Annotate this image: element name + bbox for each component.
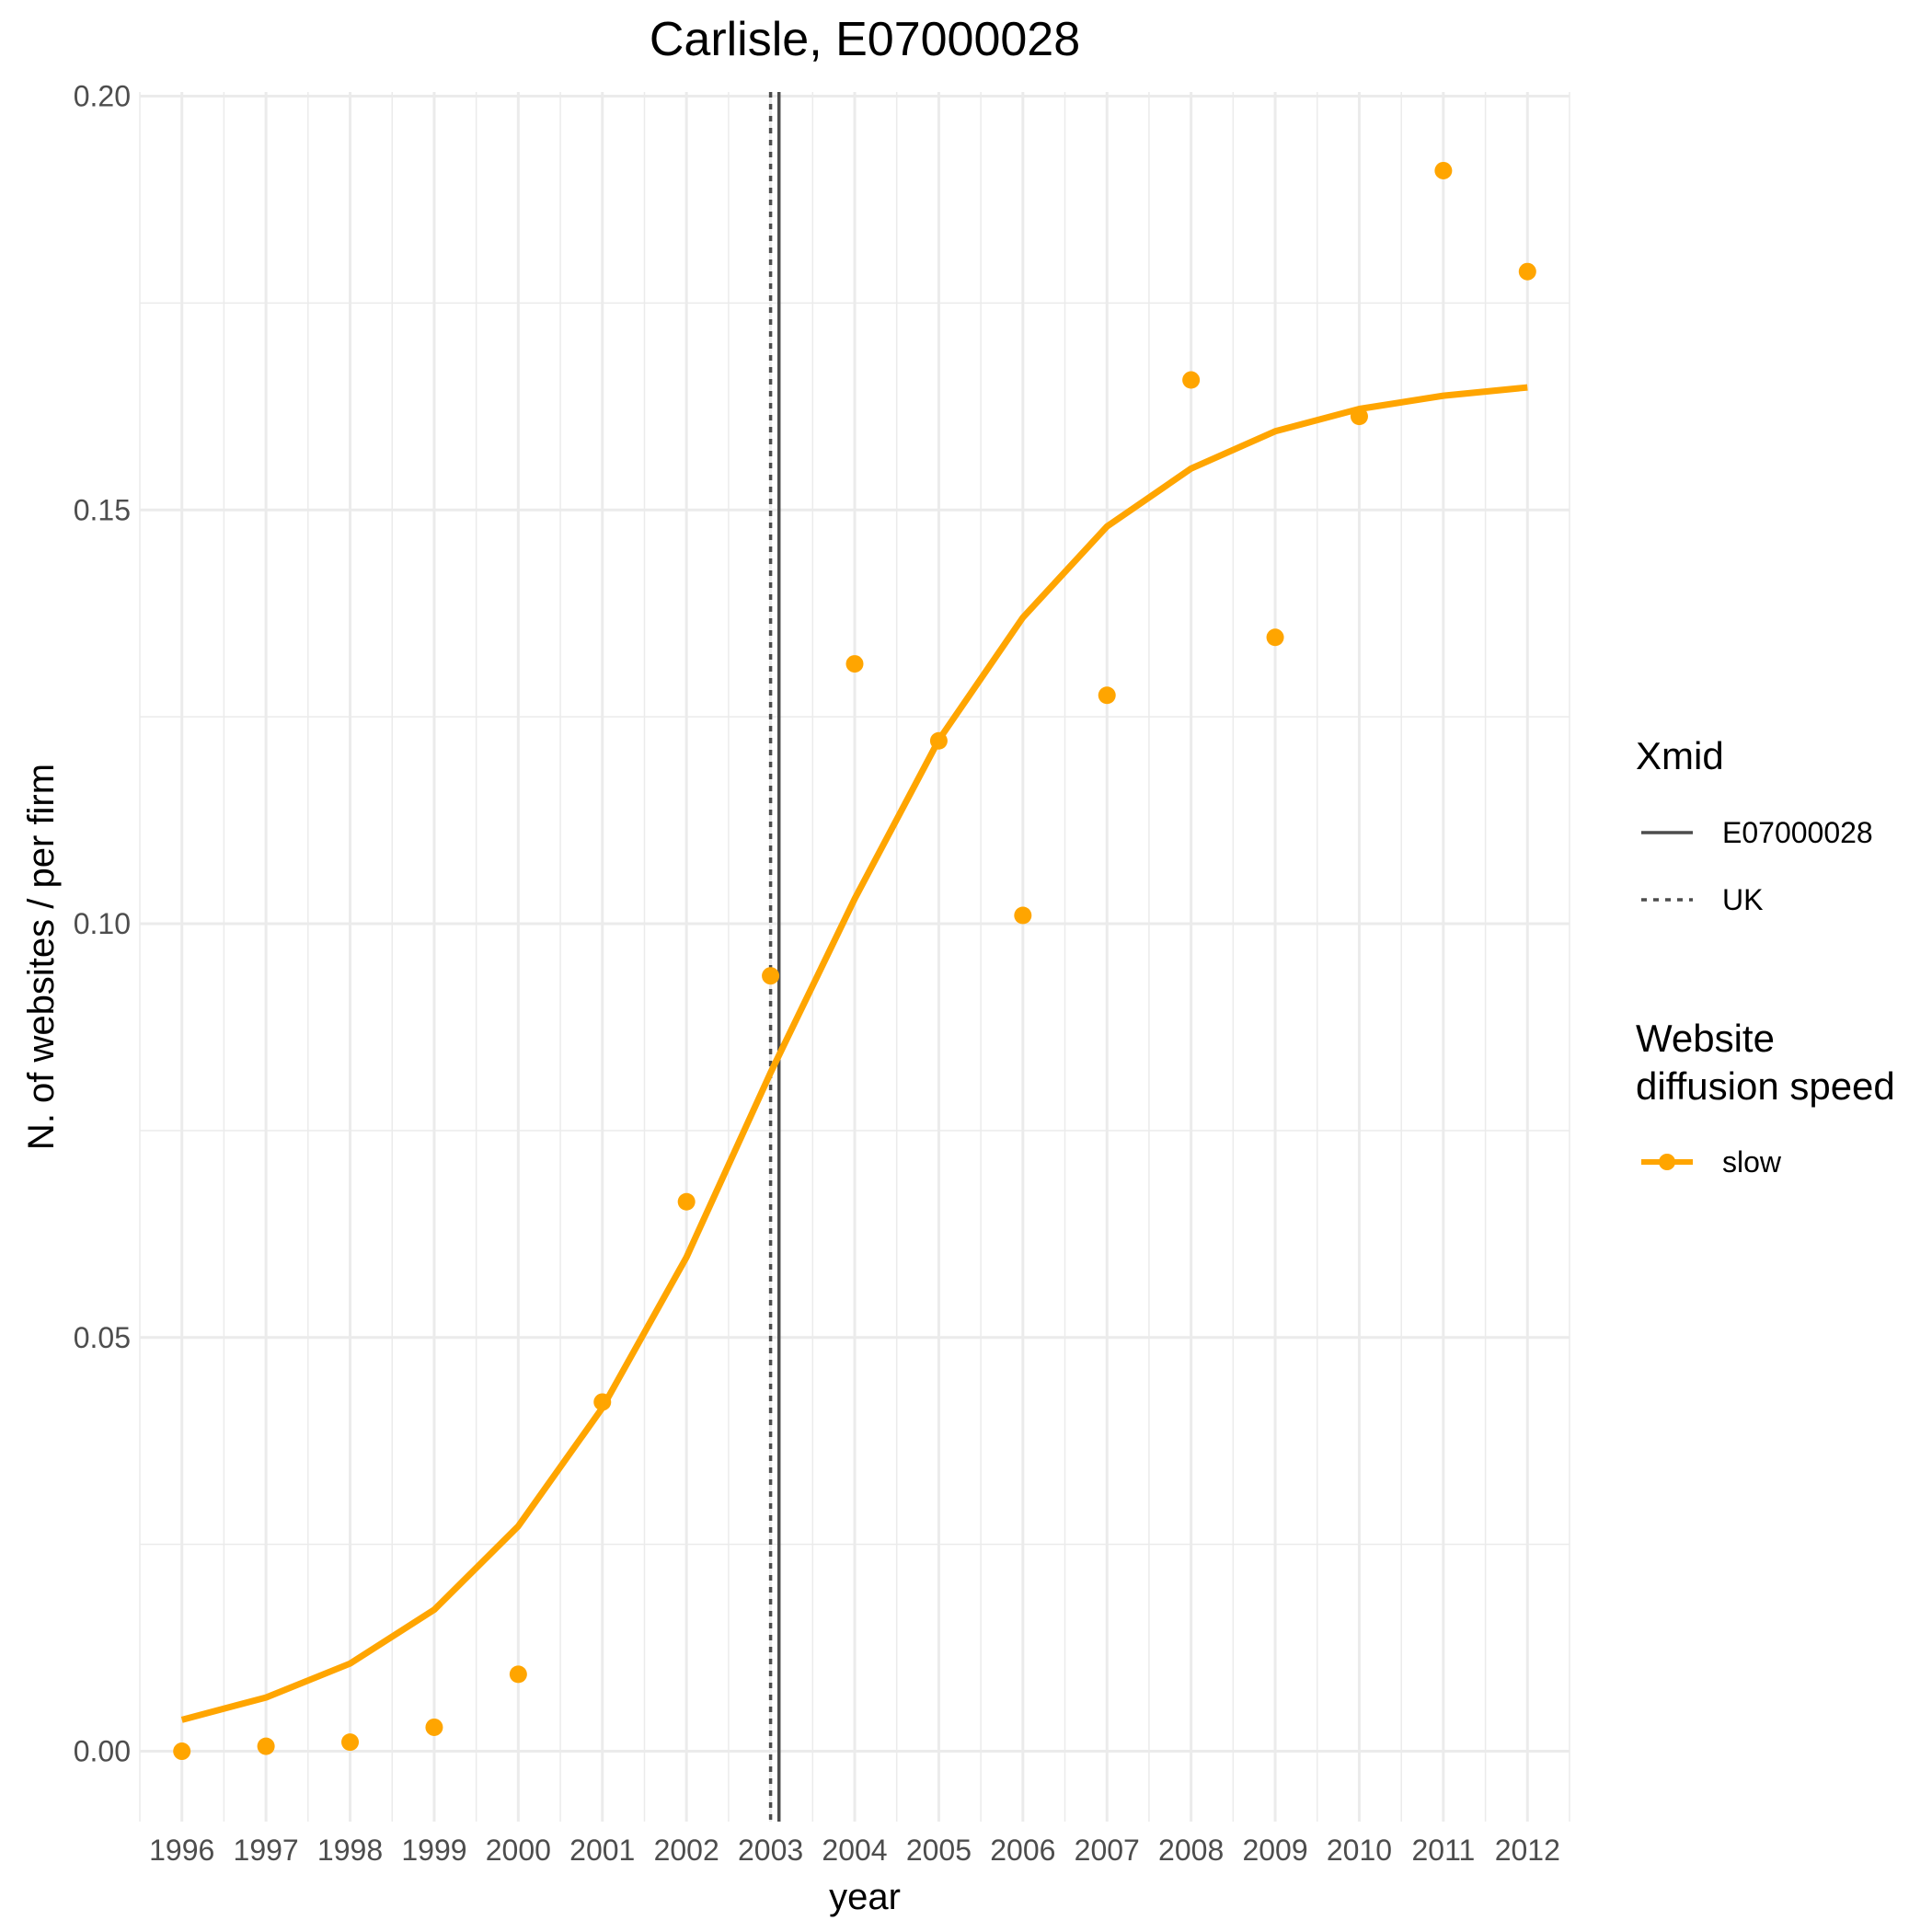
- point-2005: [929, 731, 948, 750]
- point-2002: [677, 1192, 696, 1211]
- legend-label-e07000028: E07000028: [1722, 816, 1873, 849]
- point-2008: [1182, 371, 1201, 389]
- legend-speed: Website diffusion speed slow: [1636, 1017, 1895, 1179]
- x-axis-title: year: [829, 1877, 901, 1917]
- point-2009: [1266, 628, 1284, 647]
- legend-label-uk: UK: [1722, 883, 1763, 916]
- y-tick-label: 0.20: [74, 79, 131, 112]
- x-tick-label: 2003: [738, 1834, 803, 1867]
- point-1996: [173, 1742, 191, 1761]
- point-2010: [1350, 408, 1368, 426]
- x-tick-label: 2010: [1327, 1834, 1392, 1867]
- y-tick-label: 0.05: [74, 1321, 131, 1354]
- legend-label-slow: slow: [1722, 1145, 1782, 1179]
- x-tick-label: 1999: [401, 1834, 466, 1867]
- point-2001: [593, 1393, 612, 1411]
- x-tick-label: 2007: [1075, 1834, 1140, 1867]
- point-2004: [845, 655, 864, 673]
- x-tick-label: 2011: [1411, 1834, 1475, 1867]
- fit-line-slow: [180, 384, 1528, 1723]
- grid-layer: [139, 92, 1570, 1822]
- y-tick-labels: 0.00 0.05 0.10 0.15 0.20: [74, 79, 131, 1767]
- point-2000: [509, 1665, 527, 1684]
- x-tick-label: 1998: [317, 1834, 383, 1867]
- point-2012: [1518, 262, 1536, 281]
- point-1998: [341, 1733, 360, 1752]
- point-2003: [762, 967, 780, 985]
- x-tick-label: 1997: [234, 1834, 299, 1867]
- legend-speed-title-line1: Website: [1636, 1017, 1775, 1060]
- x-tick-label: 2006: [990, 1834, 1055, 1867]
- y-tick-label: 0.15: [74, 493, 131, 526]
- y-tick-label: 0.00: [74, 1735, 131, 1768]
- x-tick-label: 1996: [149, 1834, 214, 1867]
- legend-speed-title-line2: diffusion speed: [1636, 1064, 1895, 1108]
- legend-key-slow-point: [1659, 1154, 1675, 1170]
- legend-xmid-title: Xmid: [1636, 734, 1724, 777]
- y-tick-label: 0.10: [74, 907, 131, 940]
- fit-line-layer: [180, 384, 1528, 1723]
- point-2007: [1098, 686, 1116, 705]
- point-1999: [425, 1718, 443, 1736]
- point-1997: [257, 1737, 275, 1755]
- x-tick-label: 2012: [1495, 1834, 1560, 1867]
- y-axis-title: N. of websites / per firm: [21, 764, 62, 1150]
- x-tick-label: 2005: [906, 1834, 972, 1867]
- x-tick-label: 2004: [822, 1834, 887, 1867]
- x-tick-labels: 1996 1997 1998 1999 2000 2001 2002 2003 2004 2005…: [149, 1834, 1560, 1867]
- vline-layer: [768, 92, 781, 1822]
- x-tick-label: 2000: [486, 1834, 551, 1867]
- chart-title: Carlisle, E07000028: [650, 13, 1080, 66]
- point-2006: [1014, 906, 1032, 925]
- points-layer: [173, 161, 1536, 1761]
- x-tick-label: 2008: [1158, 1834, 1224, 1867]
- point-2011: [1434, 161, 1453, 179]
- x-tick-label: 2009: [1242, 1834, 1307, 1867]
- x-tick-label: 2001: [569, 1834, 635, 1867]
- legend-xmid: Xmid E07000028 UK: [1636, 734, 1873, 916]
- x-tick-label: 2002: [654, 1834, 719, 1867]
